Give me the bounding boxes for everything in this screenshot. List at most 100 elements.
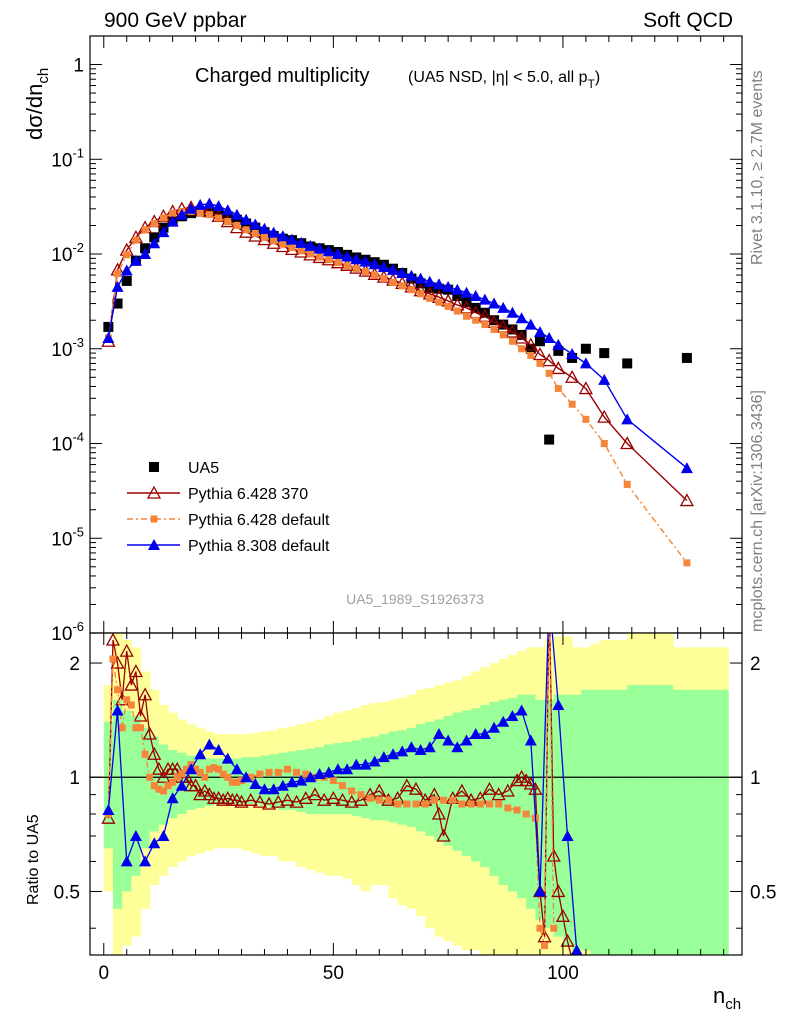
series-point-p6_default <box>306 250 314 258</box>
ratio-point-p6_370 <box>543 590 555 601</box>
ratio-point-p6_370 <box>551 884 566 898</box>
series-point-p8_default <box>451 283 464 295</box>
series-point-p6_default <box>270 237 278 245</box>
band-inner <box>158 744 169 825</box>
series-point-p6_default <box>352 265 360 273</box>
ratio-point-p6_default <box>164 782 172 790</box>
series-point-p8_default <box>120 264 133 276</box>
ratio-point-p6_default <box>233 778 241 786</box>
band-inner <box>480 705 490 868</box>
ratio-point-p6_370 <box>431 806 447 820</box>
series-point-p6_default <box>215 214 223 222</box>
y-axis-label: dσ/dnch <box>22 68 52 140</box>
series-point-p8_default <box>621 413 634 425</box>
ratio-point-p6_default <box>536 924 544 932</box>
band-inner <box>553 694 564 937</box>
series-point-p6_default <box>316 253 324 261</box>
legend-marker-p6_370 <box>146 485 162 499</box>
series-point-p8_default <box>405 269 418 281</box>
ratio-point-p6_default <box>146 773 154 781</box>
ratio-point-p6_default <box>412 800 420 808</box>
ratio-point-p8_default <box>221 752 234 764</box>
series-point-p6_default <box>554 385 562 393</box>
ratio-point-p6_default <box>394 800 402 808</box>
ratio-point-p8_default <box>139 855 152 867</box>
data-point-ua5 <box>622 358 633 369</box>
ratio-y-tick-label-right: 2 <box>750 654 761 675</box>
ratio-point-p6_default <box>192 765 200 773</box>
series-point-p6_default <box>417 290 425 298</box>
series-point-p8_default <box>423 275 436 287</box>
ratio-y-tick-label: 0.5 <box>54 882 80 903</box>
ratio-point-p6_default <box>256 770 264 778</box>
ratio-point-p6_default <box>430 796 438 804</box>
ratio-point-p6_default <box>155 785 163 793</box>
band-inner <box>461 710 472 857</box>
ratio-point-p6_default <box>123 696 131 704</box>
ratio-point-p6_default <box>283 765 291 773</box>
ratio-point-p6_default <box>421 800 429 808</box>
series-point-p6_default <box>380 275 388 283</box>
ratio-point-p8_default <box>432 728 445 740</box>
ratio-point-p8_default <box>230 763 243 775</box>
ratio-point-p6_default <box>329 777 337 785</box>
ratio-point-p6_default <box>366 794 374 802</box>
series-point-p6_370 <box>679 493 694 507</box>
series-point-p8_default <box>469 290 482 302</box>
band-inner <box>517 694 527 899</box>
y-tick-label: 10-5 <box>51 524 84 550</box>
ratio-point-p6_default <box>550 924 558 932</box>
series-point-p6_default <box>499 331 507 339</box>
ratio-point-p6_default <box>504 804 512 812</box>
band-inner <box>360 737 371 819</box>
ratio-point-p8_default <box>276 779 289 791</box>
series-point-p8_default <box>258 222 271 234</box>
ratio-point-p8_default <box>157 830 170 842</box>
ratio-point-p6_default <box>495 800 503 808</box>
series-point-p8_default <box>478 293 491 305</box>
ratio-point-p8_default <box>533 885 546 897</box>
series-point-p8_default <box>175 208 188 220</box>
series-point-p6_370 <box>578 381 593 395</box>
data-point-ua5 <box>489 315 500 326</box>
series-point-p8_default <box>506 306 519 318</box>
y-tick-label: 10-2 <box>51 240 84 266</box>
series-point-p8_default <box>442 280 455 292</box>
ratio-point-p6_370 <box>252 794 267 808</box>
ratio-y-tick-label: 1 <box>69 768 80 789</box>
data-point-ua5 <box>479 307 490 318</box>
ratio-point-p6_370 <box>335 792 350 806</box>
series-point-p6_default <box>527 351 535 359</box>
ratio-point-p6_370 <box>119 643 134 657</box>
ratio-point-p6_default <box>205 765 213 773</box>
series-point-p8_default <box>221 204 234 216</box>
ratio-point-p8_default <box>341 763 354 775</box>
rivet-label: Rivet 3.1.10, ≥ 2.7M events <box>749 70 766 265</box>
band-inner <box>195 757 206 808</box>
series-point-p8_default <box>387 263 400 275</box>
series-point-p6_default <box>123 251 131 259</box>
series-point-p8_default <box>414 272 427 284</box>
ratio-point-p6_default <box>210 764 218 772</box>
band-inner <box>324 744 334 815</box>
legend-label-p6_default: Pythia 6.428 default <box>188 512 330 529</box>
series-point-p6_default <box>426 294 434 302</box>
series-point-p6_default <box>361 268 369 276</box>
ratio-point-p6_default <box>348 787 356 795</box>
ratio-point-p8_default <box>304 771 317 783</box>
series-point-p6_default <box>453 307 461 315</box>
ratio-point-p6_default <box>485 800 493 808</box>
ratio-point-p6_default <box>467 800 475 808</box>
y-tick-label: 10-4 <box>51 430 84 456</box>
series-point-p6_370 <box>532 347 548 361</box>
ratio-point-p6_default <box>173 773 181 781</box>
ratio-point-p8_default <box>368 755 381 767</box>
ratio-point-p8_default <box>359 758 372 770</box>
y-tick-label: 10-6 <box>51 619 84 645</box>
series-point-p8_default <box>341 250 354 262</box>
ratio-point-p6_default <box>513 806 521 814</box>
ratio-point-p6_default <box>132 724 140 732</box>
legend-marker-p8_default <box>148 539 160 550</box>
series-point-p8_default <box>111 280 124 292</box>
